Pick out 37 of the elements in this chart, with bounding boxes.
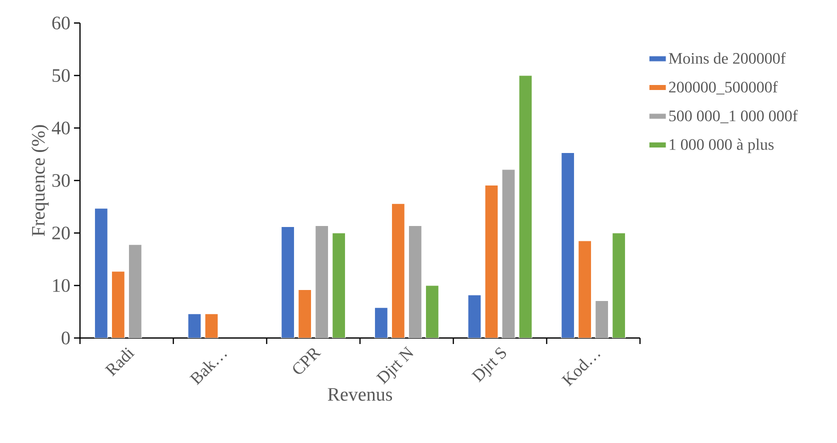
bar bbox=[425, 285, 439, 338]
y-tick-label: 30 bbox=[52, 174, 70, 187]
bar bbox=[468, 294, 482, 338]
y-axis-title: Frequence (%) bbox=[31, 125, 49, 236]
y-tick-label: 40 bbox=[52, 122, 70, 134]
bar bbox=[204, 314, 218, 338]
bar bbox=[561, 152, 575, 338]
y-tick-label: 20 bbox=[52, 226, 70, 240]
bar bbox=[391, 203, 405, 338]
x-tick-label: CPR bbox=[293, 348, 322, 374]
x-tick-label: Djrt N bbox=[376, 346, 414, 384]
bar bbox=[94, 208, 108, 338]
y-tick-label: 0 bbox=[62, 332, 70, 344]
legend-label: 200000_500000f bbox=[669, 81, 778, 94]
bar bbox=[484, 184, 498, 338]
bar bbox=[281, 226, 295, 338]
x-tick-label: Djrt S bbox=[471, 347, 506, 382]
bar bbox=[518, 75, 532, 338]
bar bbox=[188, 314, 202, 338]
bar bbox=[332, 232, 346, 338]
bar bbox=[578, 240, 592, 338]
x-axis-title: Revenus bbox=[328, 388, 392, 401]
bar bbox=[111, 271, 125, 338]
bar bbox=[374, 307, 388, 338]
bar bbox=[612, 232, 626, 338]
bar bbox=[298, 289, 312, 338]
bar bbox=[408, 225, 422, 338]
legend-label: Moins de 200000f bbox=[668, 52, 786, 64]
legend-label: 500 000_1 000 000f bbox=[669, 110, 798, 124]
legend-label: 1 000 000 à plus bbox=[670, 138, 774, 154]
y-tick-label: 60 bbox=[52, 16, 70, 30]
y-tick-label: 10 bbox=[53, 279, 70, 292]
bar bbox=[128, 244, 142, 338]
bar bbox=[502, 169, 516, 338]
y-tick-label: 50 bbox=[52, 69, 70, 82]
bar bbox=[595, 300, 609, 338]
bar bbox=[315, 225, 329, 338]
